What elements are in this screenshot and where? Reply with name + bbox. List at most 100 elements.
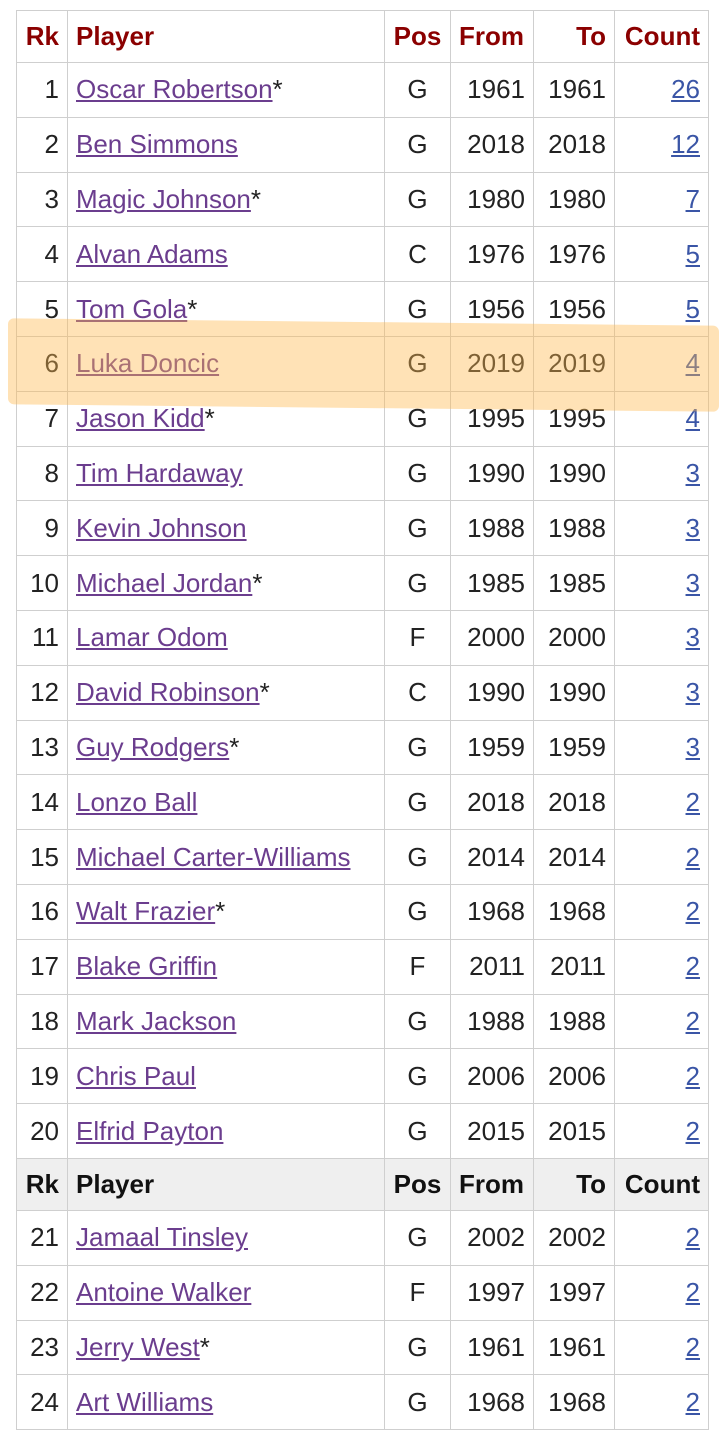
from-year: 2018 xyxy=(450,774,534,831)
player-cell: Tom Gola* xyxy=(67,281,385,337)
to-year: 2015 xyxy=(533,1103,615,1159)
count-link[interactable]: 7 xyxy=(685,183,700,214)
player-row: 12 David Robinson* C 1990 1990 3 xyxy=(16,664,709,721)
player-link[interactable]: Blake Griffin xyxy=(76,951,218,982)
column-header[interactable]: Rk xyxy=(16,1157,68,1211)
player-link[interactable]: Guy Rodgers xyxy=(76,731,230,762)
count-link[interactable]: 2 xyxy=(685,1386,700,1417)
column-header[interactable]: To xyxy=(533,1157,615,1211)
player-link[interactable]: Elfrid Payton xyxy=(76,1115,224,1146)
column-header[interactable]: Player xyxy=(67,10,385,63)
player-link[interactable]: Jason Kidd xyxy=(76,403,205,434)
player-cell: Oscar Robertson* xyxy=(67,62,385,118)
rank: 8 xyxy=(16,445,68,502)
player-link[interactable]: Chris Paul xyxy=(76,1060,196,1091)
player-row: 8 Tim Hardaway G 1990 1990 3 xyxy=(16,445,709,502)
count-link[interactable]: 5 xyxy=(685,293,700,324)
position: G xyxy=(384,445,451,502)
to-year: 1956 xyxy=(533,281,615,337)
position: G xyxy=(384,1209,451,1266)
hof-mark: * xyxy=(187,293,198,324)
player-link[interactable]: Lamar Odom xyxy=(76,622,228,653)
count-link[interactable]: 2 xyxy=(685,896,700,927)
column-header[interactable]: Count xyxy=(614,10,709,63)
player-link[interactable]: David Robinson xyxy=(76,677,260,708)
player-cell: Blake Griffin xyxy=(67,938,385,995)
player-link[interactable]: Walt Frazier xyxy=(76,896,216,927)
count-link[interactable]: 3 xyxy=(685,677,700,708)
column-header[interactable]: From xyxy=(450,1157,534,1211)
player-link[interactable]: Michael Carter-Williams xyxy=(76,841,351,872)
count-link[interactable]: 2 xyxy=(685,786,700,817)
player-cell: Walt Frazier* xyxy=(67,883,385,940)
column-header[interactable]: Player xyxy=(67,1157,385,1211)
column-header[interactable]: Pos xyxy=(384,1157,451,1211)
count-link[interactable]: 3 xyxy=(685,731,700,762)
count-link[interactable]: 4 xyxy=(685,348,700,379)
count-link[interactable]: 4 xyxy=(685,403,700,434)
player-link[interactable]: Kevin Johnson xyxy=(76,512,247,543)
hof-mark: * xyxy=(252,567,263,598)
hof-mark: * xyxy=(199,1331,210,1362)
count-link[interactable]: 3 xyxy=(685,567,700,598)
position: F xyxy=(384,609,451,666)
player-link[interactable]: Antoine Walker xyxy=(76,1277,252,1308)
count-link[interactable]: 2 xyxy=(685,1005,700,1036)
count-link[interactable]: 26 xyxy=(671,74,700,105)
rank: 10 xyxy=(16,555,68,611)
table-container: Rk Player Pos From To Count 1 Oscar Robertson* G… xyxy=(16,10,709,1431)
player-link[interactable]: Tim Hardaway xyxy=(76,457,243,488)
hof-mark: * xyxy=(204,403,215,434)
player-link[interactable]: Michael Jordan xyxy=(76,567,253,598)
count-cell: 26 xyxy=(614,62,709,118)
position: C xyxy=(384,664,451,721)
count-link[interactable]: 2 xyxy=(685,1060,700,1091)
to-year: 2018 xyxy=(533,116,615,173)
player-link[interactable]: Jerry West xyxy=(76,1331,200,1362)
player-link[interactable]: Jamaal Tinsley xyxy=(76,1222,248,1253)
to-year: 2019 xyxy=(533,335,615,392)
count-link[interactable]: 2 xyxy=(685,841,700,872)
player-link[interactable]: Alvan Adams xyxy=(76,238,228,269)
player-link[interactable]: Tom Gola xyxy=(76,293,188,324)
column-header[interactable]: To xyxy=(533,10,615,63)
player-link[interactable]: Mark Jackson xyxy=(76,1005,237,1036)
from-year: 2019 xyxy=(450,335,534,392)
player-cell: Jerry West* xyxy=(67,1319,385,1376)
count-link[interactable]: 2 xyxy=(685,1115,700,1146)
player-link[interactable]: Oscar Robertson xyxy=(76,74,273,105)
count-link[interactable]: 3 xyxy=(685,457,700,488)
column-header[interactable]: Count xyxy=(614,1157,709,1211)
count-link[interactable]: 2 xyxy=(685,1331,700,1362)
player-link[interactable]: Ben Simmons xyxy=(76,129,238,160)
player-row: 18 Mark Jackson G 1988 1988 2 xyxy=(16,993,709,1050)
player-link[interactable]: Art Williams xyxy=(76,1386,214,1417)
column-header[interactable]: Rk xyxy=(16,10,68,63)
player-link[interactable]: Magic Johnson xyxy=(76,183,251,214)
player-link[interactable]: Lonzo Ball xyxy=(76,786,198,817)
count-link[interactable]: 5 xyxy=(685,238,700,269)
from-year: 1968 xyxy=(450,1374,534,1431)
from-year: 1961 xyxy=(450,1319,534,1376)
to-year: 2000 xyxy=(533,609,615,666)
count-cell: 2 xyxy=(614,774,709,831)
count-link[interactable]: 2 xyxy=(685,1277,700,1308)
count-link[interactable]: 2 xyxy=(685,951,700,982)
header-row: Rk Player Pos From To Count xyxy=(16,10,709,63)
player-row: 9 Kevin Johnson G 1988 1988 3 xyxy=(16,500,709,557)
count-link[interactable]: 12 xyxy=(671,129,700,160)
player-cell: Tim Hardaway xyxy=(67,445,385,502)
rank: 6 xyxy=(16,335,68,392)
from-year: 2006 xyxy=(450,1048,534,1105)
count-link[interactable]: 3 xyxy=(685,512,700,543)
column-header[interactable]: From xyxy=(450,10,534,63)
column-header[interactable]: Pos xyxy=(384,10,451,63)
player-link[interactable]: Luka Doncic xyxy=(76,348,220,379)
to-year: 1988 xyxy=(533,500,615,557)
from-year: 2014 xyxy=(450,829,534,885)
count-link[interactable]: 3 xyxy=(685,622,700,653)
from-year: 1995 xyxy=(450,390,534,447)
player-row: 23 Jerry West* G 1961 1961 2 xyxy=(16,1319,709,1376)
count-cell: 3 xyxy=(614,719,709,776)
count-link[interactable]: 2 xyxy=(685,1222,700,1253)
